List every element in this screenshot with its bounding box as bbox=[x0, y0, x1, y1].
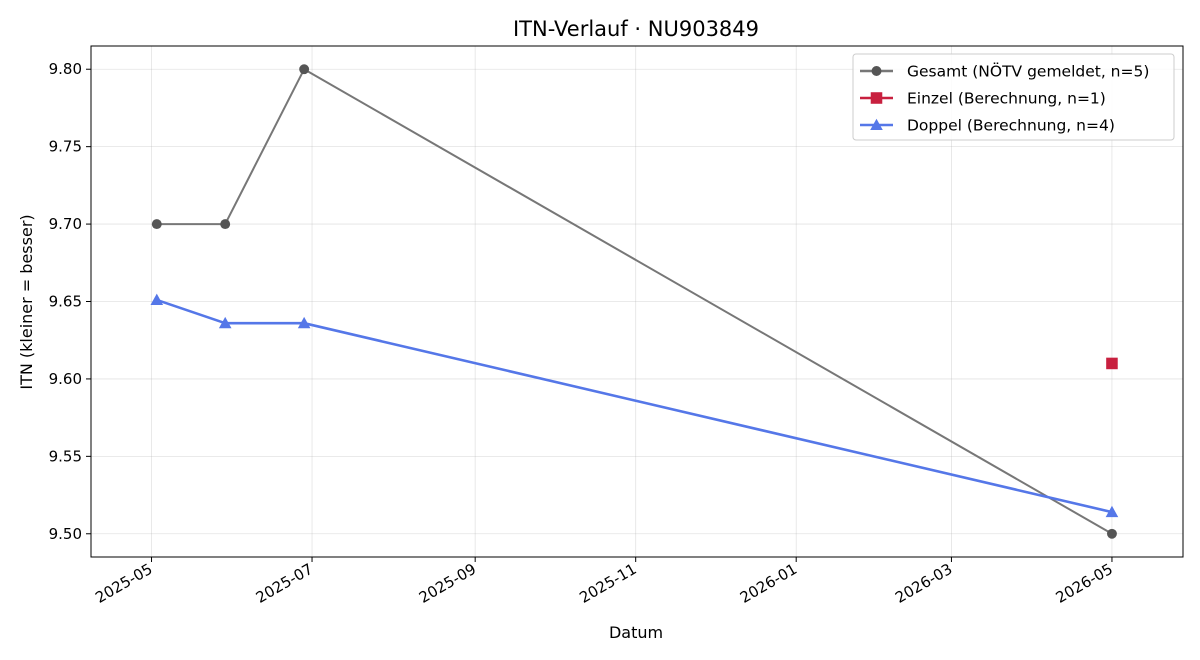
data-point bbox=[1106, 357, 1118, 370]
y-tick-label: 9.60 bbox=[49, 370, 82, 388]
legend-box bbox=[852, 53, 1175, 141]
series bbox=[150, 293, 1119, 518]
data-point bbox=[150, 293, 164, 305]
y-tick-label: 9.80 bbox=[49, 60, 82, 78]
x-tick-label: 2025-11 bbox=[576, 560, 639, 607]
x-tick-label: 2025-09 bbox=[416, 560, 479, 607]
x-axis-label: Datum bbox=[609, 623, 663, 642]
data-point bbox=[1105, 505, 1119, 518]
x-tick-label: 2026-03 bbox=[892, 560, 955, 607]
y-tick-label: 9.70 bbox=[49, 215, 82, 233]
series-line bbox=[156, 298, 1113, 514]
legend-marker bbox=[870, 92, 883, 104]
y-tick-label: 9.65 bbox=[49, 293, 82, 311]
legend-item: Doppel (Berechnung, n=4) bbox=[860, 117, 1115, 135]
legend-item: Gesamt (NÖTV gemeldet, n=5) bbox=[860, 62, 1149, 81]
y-tick-label: 9.50 bbox=[49, 525, 82, 543]
legend: Gesamt (NÖTV gemeldet, n=5) Einzel (Berec… bbox=[852, 53, 1175, 141]
legend-item: Einzel (Berechnung, n=1) bbox=[860, 90, 1106, 108]
series-line bbox=[156, 68, 1113, 535]
legend-marker bbox=[870, 118, 883, 131]
data-point bbox=[297, 316, 311, 329]
legend-label: Gesamt (NÖTV gemeldet, n=5) bbox=[907, 62, 1149, 81]
data-point bbox=[1107, 528, 1117, 539]
x-tick-label: 2025-05 bbox=[92, 560, 155, 607]
series bbox=[151, 64, 1117, 539]
data-point bbox=[220, 219, 231, 230]
y-axis-label: ITN (kleiner = besser) bbox=[17, 214, 36, 389]
y-tick-label: 9.75 bbox=[49, 138, 82, 156]
series-layer bbox=[150, 64, 1119, 539]
data-point bbox=[151, 219, 162, 230]
x-tick-label: 2026-01 bbox=[737, 560, 800, 607]
data-point bbox=[218, 316, 232, 329]
legend-label: Doppel (Berechnung, n=4) bbox=[907, 117, 1115, 135]
y-tick-label: 9.55 bbox=[49, 447, 82, 465]
data-point bbox=[299, 64, 310, 75]
legend-label: Einzel (Berechnung, n=1) bbox=[907, 90, 1106, 108]
series bbox=[1106, 357, 1118, 370]
x-tick-label: 2025-07 bbox=[253, 560, 316, 607]
y-axis: 9.50 9.55 9.60 9.65 9.70 9.75 9.80 bbox=[49, 60, 91, 543]
legend-marker bbox=[871, 66, 882, 76]
x-tick-label: 2026-05 bbox=[1053, 560, 1116, 607]
x-axis: 2025-05 2025-07 2025-09 2025-11 2026-01 2026-… bbox=[92, 557, 1116, 607]
chart-title: ITN-Verlauf · NU903849 bbox=[513, 17, 759, 41]
